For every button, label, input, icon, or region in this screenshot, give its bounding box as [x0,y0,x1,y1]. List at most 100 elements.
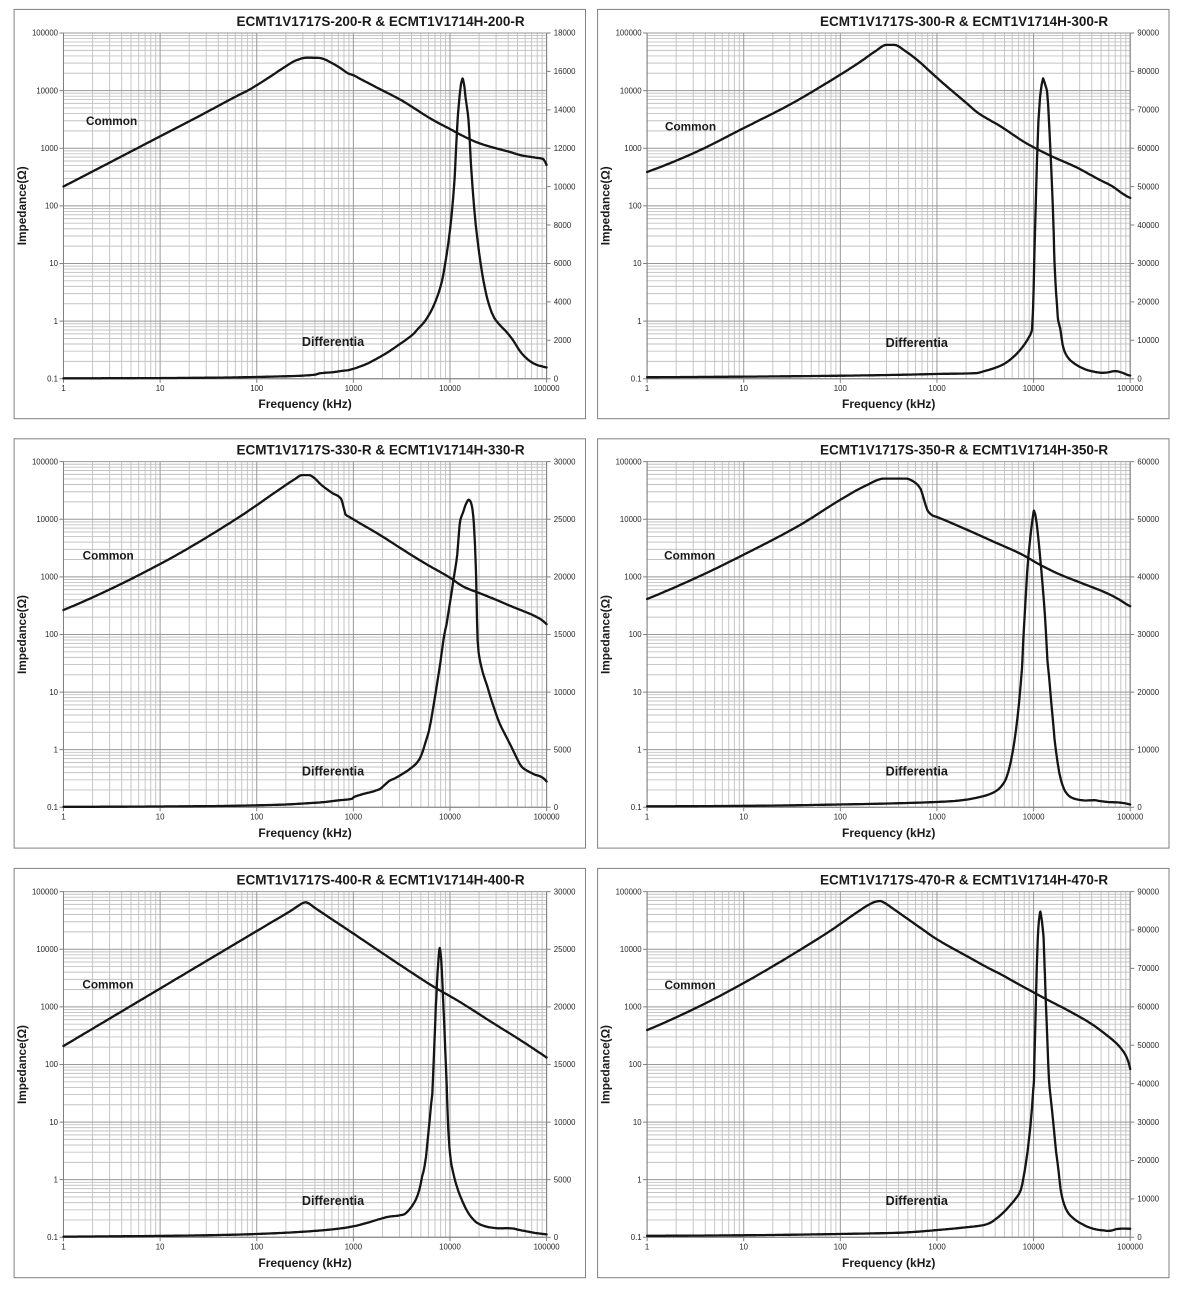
svg-text:50000: 50000 [1137,182,1159,191]
svg-text:50000: 50000 [1137,1041,1159,1050]
svg-text:1: 1 [54,1175,58,1184]
svg-text:5000: 5000 [554,1175,572,1184]
svg-text:60000: 60000 [1137,1003,1159,1012]
svg-text:0.1: 0.1 [631,374,642,383]
svg-text:20000: 20000 [1137,1156,1159,1165]
svg-text:100000: 100000 [534,1243,561,1252]
svg-text:1000: 1000 [624,144,642,153]
svg-text:1000: 1000 [928,813,946,822]
svg-text:0: 0 [1137,1233,1142,1242]
svg-text:2000: 2000 [554,336,572,345]
svg-text:90000: 90000 [1137,887,1159,896]
svg-text:10000: 10000 [620,945,642,954]
svg-text:10000: 10000 [439,384,461,393]
svg-text:5000: 5000 [554,745,572,754]
svg-text:Frequency (kHz): Frequency (kHz) [258,1256,351,1270]
svg-text:0.1: 0.1 [47,803,58,812]
svg-text:10000: 10000 [1137,336,1159,345]
svg-text:Impedance(Ω): Impedance(Ω) [15,166,29,245]
svg-text:10000: 10000 [439,1243,461,1252]
svg-text:Common: Common [86,114,137,128]
svg-text:10000: 10000 [1023,1243,1045,1252]
svg-text:1000: 1000 [41,144,59,153]
svg-text:10000: 10000 [1137,1195,1159,1204]
svg-text:100000: 100000 [1117,813,1144,822]
svg-text:10000: 10000 [1023,813,1045,822]
svg-text:10000: 10000 [36,945,58,954]
svg-text:100: 100 [834,384,848,393]
svg-text:70000: 70000 [1137,106,1159,115]
svg-text:Frequency (kHz): Frequency (kHz) [258,397,351,411]
svg-text:15000: 15000 [554,1060,576,1069]
svg-text:10: 10 [156,1243,165,1252]
svg-text:6000: 6000 [554,259,572,268]
svg-text:Differentia: Differentia [886,765,949,779]
svg-text:60000: 60000 [1137,144,1159,153]
svg-text:100000: 100000 [616,457,643,466]
svg-text:0.1: 0.1 [47,374,58,383]
svg-text:100: 100 [45,630,59,639]
svg-text:4000: 4000 [554,298,572,307]
svg-text:ECMT1V1717S-300-R & ECMT1V1714: ECMT1V1717S-300-R & ECMT1V1714H-300-R [820,14,1108,29]
svg-text:10: 10 [739,384,748,393]
svg-text:0.1: 0.1 [631,803,642,812]
svg-text:Common: Common [664,549,715,563]
svg-text:60000: 60000 [1137,457,1159,466]
svg-text:10: 10 [739,1243,748,1252]
svg-text:ECMT1V1717S-200-R & ECMT1V1714: ECMT1V1717S-200-R & ECMT1V1714H-200-R [237,14,525,29]
svg-text:1: 1 [645,813,649,822]
svg-text:100: 100 [629,630,643,639]
svg-text:Frequency (kHz): Frequency (kHz) [842,397,935,411]
svg-text:100000: 100000 [616,29,643,38]
svg-text:ECMT1V1717S-330-R & ECMT1V1714: ECMT1V1717S-330-R & ECMT1V1714H-330-R [237,442,525,457]
svg-text:1000: 1000 [345,384,363,393]
svg-text:100: 100 [250,1243,264,1252]
svg-text:Frequency (kHz): Frequency (kHz) [258,826,351,840]
svg-text:Common: Common [664,978,715,992]
svg-text:100000: 100000 [534,813,561,822]
svg-text:70000: 70000 [1137,964,1159,973]
svg-text:1000: 1000 [41,1003,59,1012]
svg-text:8000: 8000 [554,221,572,230]
svg-text:30000: 30000 [1137,630,1159,639]
svg-text:10: 10 [633,688,642,697]
svg-text:25000: 25000 [554,515,576,524]
svg-text:10: 10 [633,259,642,268]
svg-text:Common: Common [82,978,133,992]
svg-text:10: 10 [739,813,748,822]
svg-text:1: 1 [54,317,58,326]
svg-text:Frequency (kHz): Frequency (kHz) [842,1256,935,1270]
svg-text:10000: 10000 [439,813,461,822]
svg-text:16000: 16000 [554,67,576,76]
svg-text:1000: 1000 [41,573,59,582]
svg-text:30000: 30000 [1137,259,1159,268]
svg-text:Impedance(Ω): Impedance(Ω) [598,166,612,245]
svg-text:0: 0 [1137,803,1142,812]
svg-text:20000: 20000 [554,1003,576,1012]
svg-text:1000: 1000 [928,384,946,393]
svg-text:100000: 100000 [32,29,59,38]
svg-text:Impedance(Ω): Impedance(Ω) [15,595,29,674]
svg-text:25000: 25000 [554,945,576,954]
svg-text:10: 10 [156,813,165,822]
svg-text:1000: 1000 [624,1003,642,1012]
svg-text:100: 100 [629,1060,643,1069]
svg-text:10: 10 [49,259,58,268]
svg-text:10: 10 [156,384,165,393]
svg-text:10000: 10000 [554,1118,576,1127]
svg-text:10000: 10000 [554,182,576,191]
svg-text:1: 1 [645,384,649,393]
svg-text:Impedance(Ω): Impedance(Ω) [598,1025,612,1104]
svg-text:100: 100 [834,1243,848,1252]
svg-text:10000: 10000 [1023,384,1045,393]
svg-text:ECMT1V1717S-400-R & ECMT1V1714: ECMT1V1717S-400-R & ECMT1V1714H-400-R [237,872,525,887]
svg-text:0: 0 [554,803,559,812]
svg-text:0: 0 [554,1233,559,1242]
svg-text:100: 100 [45,202,59,211]
svg-text:100: 100 [834,813,848,822]
svg-text:30000: 30000 [554,887,576,896]
svg-text:0: 0 [1137,374,1142,383]
svg-text:Frequency (kHz): Frequency (kHz) [842,826,935,840]
svg-text:0.1: 0.1 [47,1233,58,1242]
svg-text:0: 0 [554,374,559,383]
